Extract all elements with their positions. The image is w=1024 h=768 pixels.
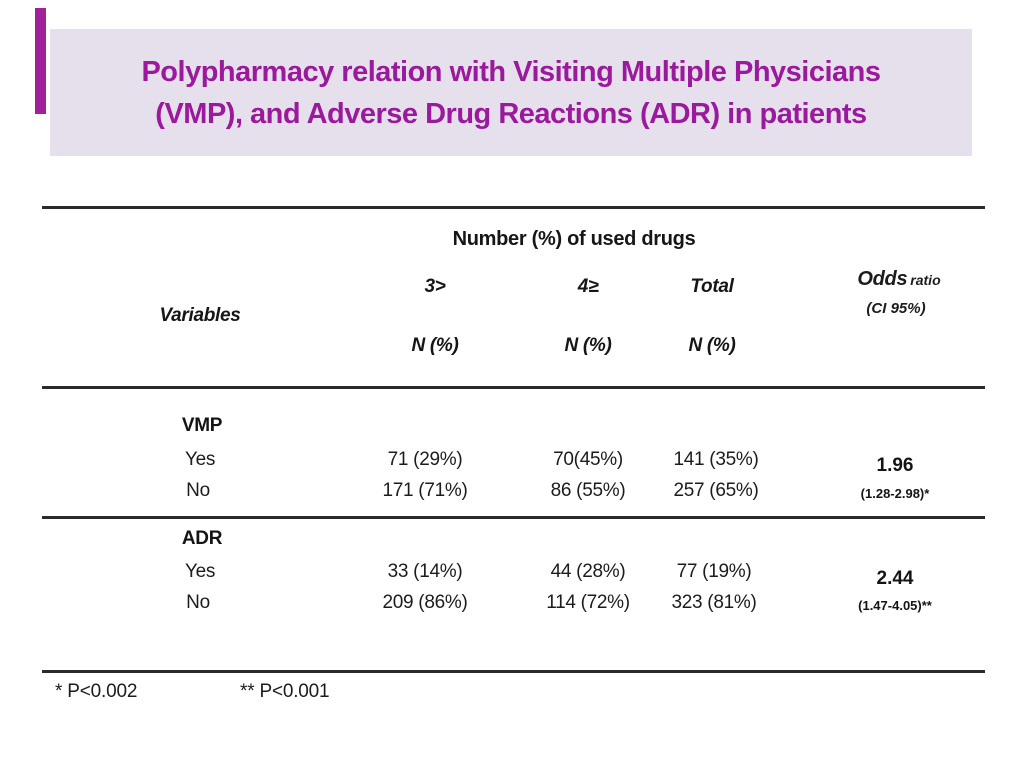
cell-value: 71 (29%)	[387, 449, 463, 470]
odds-value-adr: 2.44	[876, 568, 914, 589]
table-rule-bottom	[42, 670, 985, 673]
cell-value: 209 (86%)	[382, 592, 468, 613]
column-header-lt3: 3>	[424, 276, 446, 297]
subheader-n-pct-3: N (%)	[688, 335, 736, 356]
odds-ratio-header-main: Odds	[857, 268, 908, 290]
cell-value: 257 (65%)	[673, 480, 759, 501]
table-rule-top	[42, 206, 985, 209]
table-rule-header-bottom	[42, 386, 985, 389]
cell-value: 114 (72%)	[546, 592, 630, 613]
column-header-ge4: 4≥	[577, 276, 599, 297]
cell-value: 44 (28%)	[550, 561, 626, 582]
cell-value: 323 (81%)	[671, 592, 757, 613]
ci-value-adr: (1.47-4.05)**	[858, 598, 932, 613]
title-banner: Polypharmacy relation with Visiting Mult…	[50, 29, 972, 156]
accent-bar	[35, 8, 46, 114]
cell-value: 141 (35%)	[673, 449, 759, 470]
column-header-total: Total	[690, 276, 734, 297]
ci-value-vmp: (1.28-2.98)*	[860, 486, 930, 501]
row-label: Yes	[184, 449, 216, 470]
cell-value: 70(45%)	[553, 449, 623, 470]
subheader-n-pct-1: N (%)	[411, 335, 459, 356]
row-label: No	[186, 480, 210, 501]
row-label: No	[186, 592, 210, 613]
odds-ratio-header: Odds ratio	[857, 268, 940, 291]
slide-title-line2: (VMP), and Adverse Drug Reactions (ADR) …	[155, 97, 867, 130]
subheader-n-pct-2: N (%)	[564, 335, 612, 356]
footnote-p-002: * P<0.002	[55, 681, 138, 702]
slide-title-line1: Polypharmacy relation with Visiting Mult…	[141, 55, 881, 88]
table-rule-vmp-bottom	[42, 516, 985, 519]
cell-value: 86 (55%)	[550, 480, 626, 501]
group-label-vmp: VMP	[181, 415, 223, 436]
footnote-p-001: ** P<0.001	[240, 681, 330, 702]
cell-value: 77 (19%)	[676, 561, 752, 582]
cell-value: 171 (71%)	[382, 480, 468, 501]
spanning-column-header: Number (%) of used drugs	[452, 228, 696, 250]
ci-header: (CI 95%)	[866, 300, 926, 317]
row-label: Yes	[184, 561, 216, 582]
odds-value-vmp: 1.96	[876, 455, 914, 476]
odds-ratio-header-sub: ratio	[910, 272, 941, 288]
cell-value: 33 (14%)	[387, 561, 463, 582]
variables-header: Variables	[159, 305, 241, 326]
group-label-adr: ADR	[181, 528, 223, 549]
